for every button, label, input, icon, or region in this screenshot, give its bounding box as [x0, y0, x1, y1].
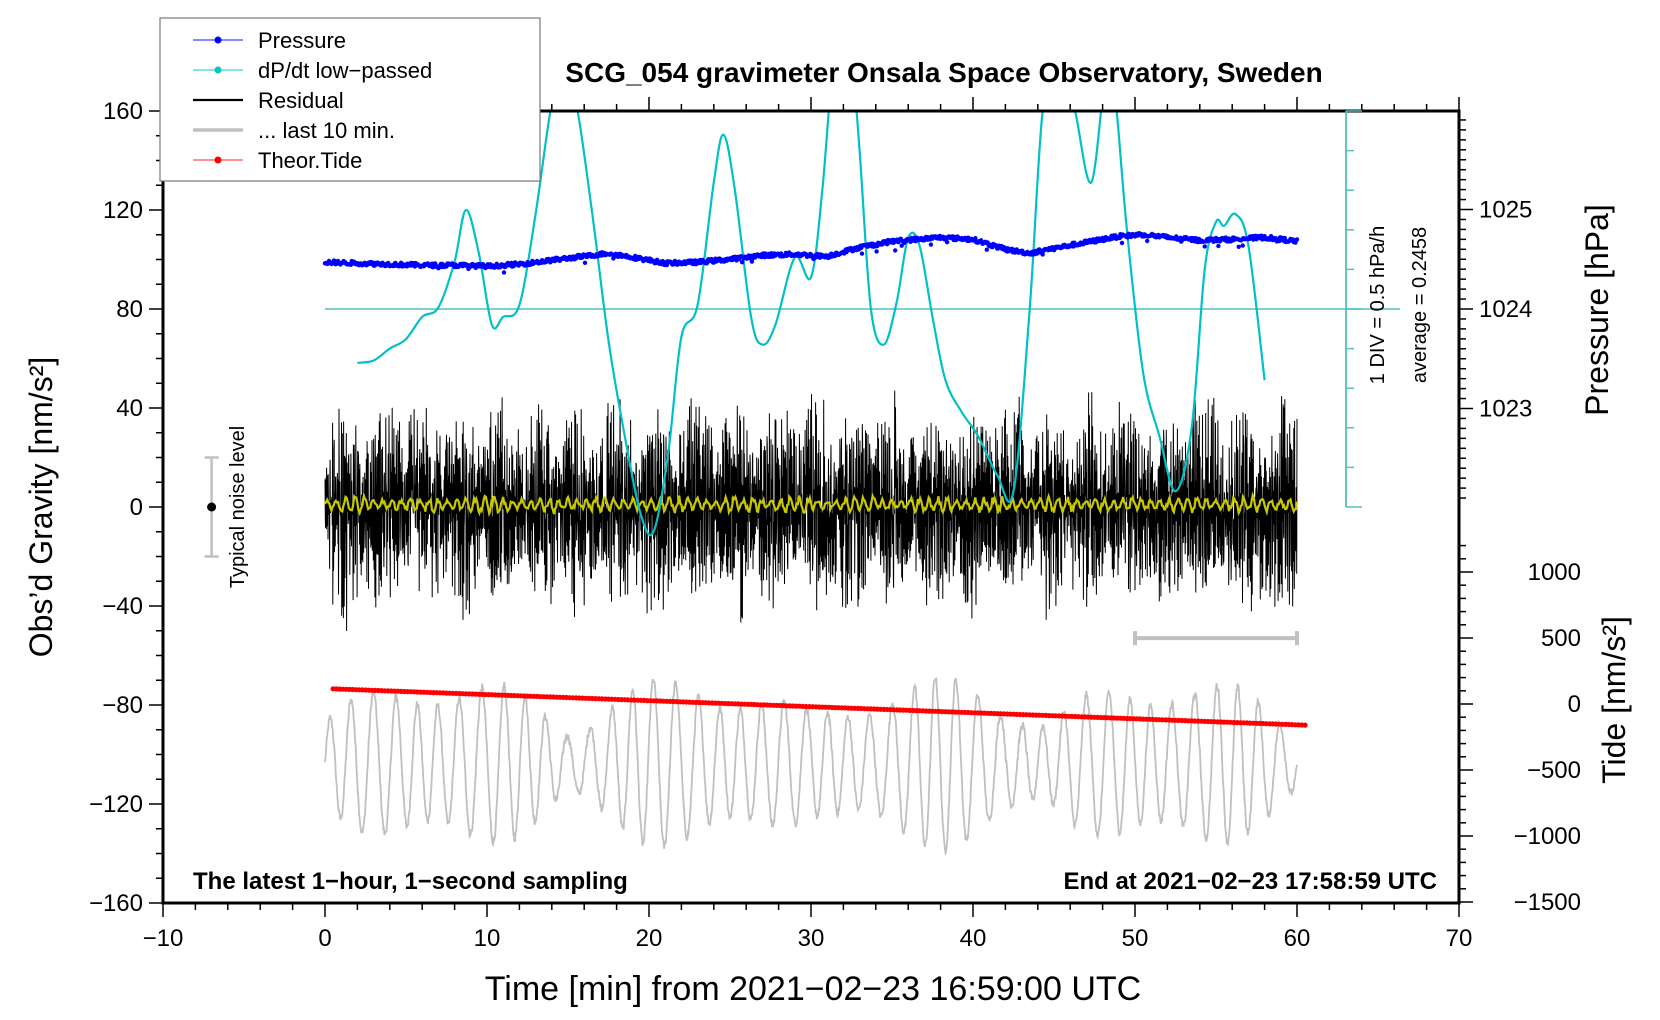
pressure-series [322, 231, 1300, 275]
x-tick-label: 0 [318, 925, 331, 952]
y-axis-pressure-title: Pressure [hPa] [1579, 204, 1615, 416]
y-tick-label: 120 [103, 197, 143, 224]
legend-label: ... last 10 min. [258, 118, 395, 143]
pressure-point [1040, 252, 1045, 257]
tide-tick-label: −1500 [1514, 889, 1581, 916]
pressure-point [874, 249, 879, 254]
chart-title: SCG_054 gravimeter Onsala Space Observat… [565, 57, 1322, 88]
residual-series [324, 390, 1298, 632]
end-time-annotation: End at 2021−02−23 17:58:59 UTC [1063, 868, 1437, 895]
pressure-point [984, 247, 989, 252]
legend-dpdt-marker [214, 66, 222, 74]
x-tick-label: 70 [1446, 925, 1473, 952]
pressure-point [1202, 244, 1207, 249]
x-tick-label: −10 [143, 925, 184, 952]
pressure-point [1119, 240, 1125, 246]
pressure-point [1240, 243, 1245, 248]
x-tick-label: 40 [960, 925, 987, 952]
y-tick-label: 80 [116, 296, 143, 323]
noise-level-label: Typical noise level [227, 426, 249, 588]
x-tick-label: 30 [798, 925, 825, 952]
pressure-tick-label: 1023 [1479, 396, 1532, 423]
pressure-point [1145, 238, 1150, 244]
legend-item-dpdt: dP/dt low−passed [193, 58, 432, 83]
y-tick-label: −80 [102, 692, 143, 719]
x-tick-label: 10 [474, 925, 501, 952]
tide-tick-label: −500 [1527, 757, 1581, 784]
pressure-point [501, 270, 507, 275]
dpdt-scale-label: 1 DIV = 0.5 hPa/h [1367, 226, 1389, 384]
legend-label: dP/dt low−passed [258, 58, 432, 83]
plot-series [322, 111, 1400, 857]
legend-label: Residual [258, 88, 344, 113]
tide-tick-label: 1000 [1528, 559, 1581, 586]
tide-tick-label: 0 [1568, 691, 1581, 718]
pressure-point [893, 248, 898, 253]
pressure-point [582, 260, 588, 265]
pressure-point [1294, 237, 1300, 242]
x-axis-title: Time [min] from 2021−02−23 16:59:00 UTC [485, 970, 1141, 1008]
tide-tick-label: 500 [1541, 625, 1581, 652]
x-tick-label: 20 [636, 925, 663, 952]
y-tick-label: 0 [130, 494, 143, 521]
legend-item-last10: ... last 10 min. [193, 118, 395, 143]
legend-tide-marker [214, 156, 222, 164]
y-axis-left: −160 −120 −80 −40 0 40 80 120 160 [89, 98, 163, 917]
legend-label: Theor.Tide [258, 148, 362, 173]
pressure-point [928, 242, 934, 247]
pressure-point [859, 251, 865, 256]
legend-item-tide: Theor.Tide [193, 148, 362, 173]
tide-series [330, 686, 1308, 728]
pressure-tick-label: 1024 [1479, 296, 1532, 323]
legend-pressure-marker [214, 36, 222, 44]
series-group [322, 111, 1400, 857]
tide-tick-label: −1000 [1514, 823, 1581, 850]
residual-smoothed-series [324, 491, 1299, 518]
y-tick-label: 160 [103, 98, 143, 125]
sampling-annotation: The latest 1−hour, 1−second sampling [193, 868, 628, 895]
y-axis-tide: −1500 −1000 −500 0 500 1000 [1459, 544, 1581, 916]
y-axis-pressure: 1023 1024 1025 [1459, 119, 1532, 499]
last-10-min-series [324, 677, 1298, 857]
noise-bar-center [207, 502, 217, 512]
last-10-min-bar [1133, 631, 1299, 646]
x-tick-label: 60 [1284, 925, 1311, 952]
pressure-point [1216, 243, 1221, 249]
x-axis: −10 0 10 20 30 40 50 60 70 [143, 97, 1473, 952]
noise-level-errorbar [204, 456, 219, 558]
dpdt-scale-bar [1345, 110, 1362, 508]
y-tick-label: −40 [102, 593, 143, 620]
x-tick-label: 50 [1122, 925, 1149, 952]
legend: Pressure dP/dt low−passed Residual ... l… [159, 17, 541, 182]
pressure-tick-label: 1025 [1479, 197, 1532, 224]
pressure-point [973, 236, 978, 241]
pressure-point [1236, 244, 1241, 249]
pressure-point [739, 260, 745, 265]
legend-item-pressure: Pressure [193, 28, 346, 53]
pressure-point [944, 240, 950, 245]
y-axis-left-title: Obs’d Gravity [nm/s²] [23, 357, 59, 658]
legend-label: Pressure [258, 28, 346, 53]
y-tick-label: −120 [89, 791, 143, 818]
y-tick-label: 40 [116, 395, 143, 422]
tide-point [1302, 722, 1308, 728]
y-axis-tide-title: Tide [nm/s²] [1596, 616, 1632, 784]
dpdt-series [357, 111, 1266, 537]
legend-item-residual: Residual [193, 88, 344, 113]
y-tick-label: −160 [89, 890, 143, 917]
dpdt-average-label: average = 0.2458 [1409, 227, 1431, 383]
